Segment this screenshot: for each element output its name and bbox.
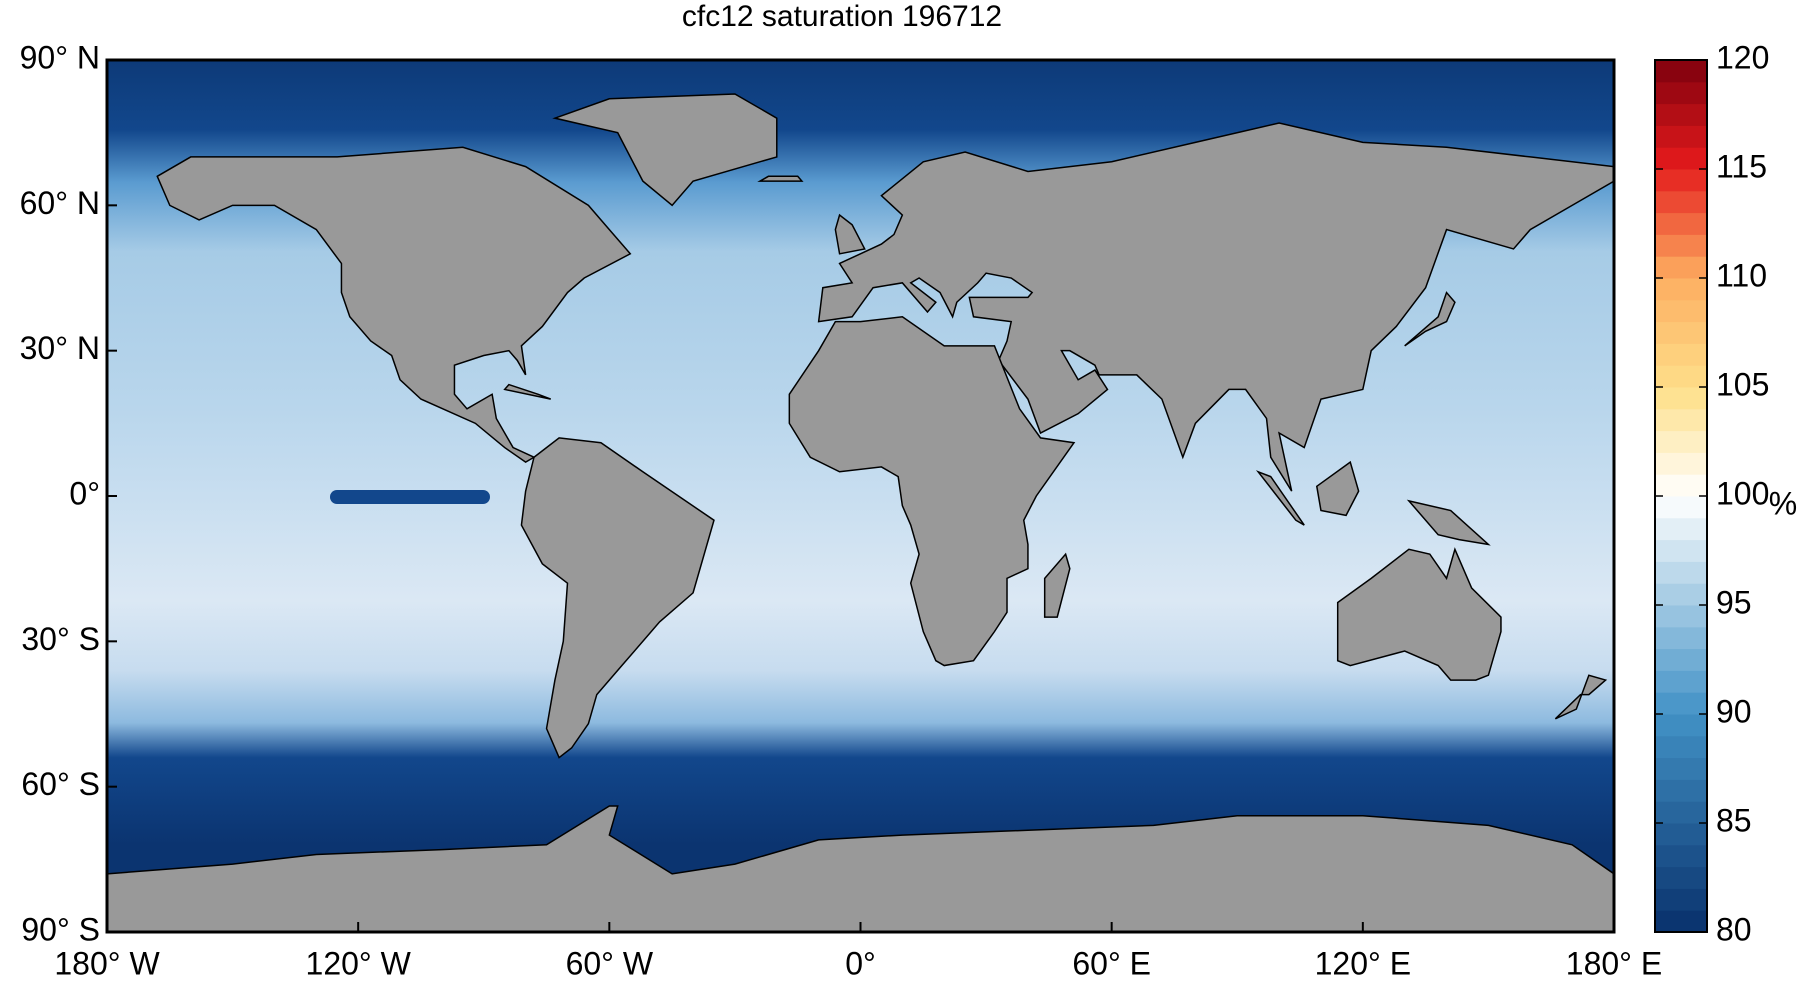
land bbox=[835, 215, 864, 254]
lon-tick-label: 120° E bbox=[1315, 945, 1411, 981]
colorbar-tick-label: 85 bbox=[1716, 802, 1752, 838]
colorbar-band bbox=[1655, 343, 1707, 366]
colorbar-band bbox=[1655, 81, 1707, 105]
colorbar-band bbox=[1655, 234, 1707, 257]
colorbar-band bbox=[1655, 517, 1707, 541]
colorbar-band bbox=[1655, 147, 1707, 170]
land bbox=[1409, 501, 1489, 545]
lon-tick-label: 60° E bbox=[1072, 945, 1151, 981]
land bbox=[1317, 462, 1359, 515]
colorbar-band bbox=[1655, 278, 1707, 301]
colorbar-band bbox=[1655, 103, 1707, 126]
colorbar-band bbox=[1655, 474, 1707, 497]
colorbar-band bbox=[1655, 430, 1707, 453]
lon-tick-label: 0° bbox=[845, 945, 876, 981]
colorbar-label: % bbox=[1769, 485, 1797, 521]
land bbox=[505, 385, 551, 400]
colorbar-band bbox=[1655, 735, 1707, 759]
colorbar-band bbox=[1655, 714, 1707, 737]
colorbar-band bbox=[1655, 299, 1707, 323]
land bbox=[789, 317, 1074, 666]
lon-tick-label: 180° W bbox=[54, 945, 160, 981]
lat-tick-label: 60° N bbox=[20, 185, 100, 221]
land bbox=[555, 94, 777, 205]
lat-tick-label: 90° N bbox=[20, 39, 100, 75]
colorbar-band bbox=[1655, 670, 1707, 693]
colorbar-tick-label: 90 bbox=[1716, 693, 1752, 729]
colorbar-tick-label: 95 bbox=[1716, 584, 1752, 620]
colorbar-band bbox=[1655, 692, 1707, 715]
colorbar-band bbox=[1655, 256, 1707, 279]
colorbar-band bbox=[1655, 365, 1707, 388]
colorbar-band bbox=[1655, 823, 1707, 846]
colorbar-band bbox=[1655, 125, 1707, 148]
land bbox=[1045, 554, 1070, 617]
land bbox=[1258, 472, 1304, 525]
map-area bbox=[107, 60, 1614, 932]
colorbar-band bbox=[1655, 212, 1707, 235]
colorbar-band bbox=[1655, 60, 1707, 83]
land bbox=[521, 438, 714, 758]
colorbar-band bbox=[1655, 496, 1707, 519]
colorbar-band bbox=[1655, 910, 1707, 933]
land bbox=[107, 806, 1614, 932]
map-title: cfc12 saturation 196712 bbox=[682, 0, 1002, 33]
colorbar-band bbox=[1655, 779, 1707, 802]
colorbar-band bbox=[1655, 888, 1707, 911]
lon-tick-label: 120° W bbox=[306, 945, 412, 981]
ocean-feature bbox=[330, 490, 490, 504]
colorbar-band bbox=[1655, 452, 1707, 475]
colorbar-band bbox=[1655, 561, 1707, 584]
colorbar-band bbox=[1655, 169, 1707, 192]
colorbar-tick-label: 115 bbox=[1716, 148, 1767, 184]
colorbar-band bbox=[1655, 757, 1707, 780]
colorbar-tick-label: 120 bbox=[1716, 39, 1769, 75]
colorbar-tick-label: 105 bbox=[1716, 366, 1769, 402]
colorbar-band bbox=[1655, 408, 1707, 432]
colorbar-band bbox=[1655, 648, 1707, 671]
colorbar-tick-label: 100 bbox=[1716, 475, 1769, 511]
land bbox=[157, 147, 630, 462]
land bbox=[1405, 293, 1455, 346]
colorbar-band bbox=[1655, 801, 1707, 824]
colorbar bbox=[1655, 60, 1707, 933]
lat-tick-label: 30° N bbox=[20, 330, 100, 366]
colorbar-tick-label: 80 bbox=[1716, 911, 1752, 947]
lat-tick-label: 30° S bbox=[21, 621, 100, 657]
land bbox=[819, 123, 1614, 491]
lon-tick-label: 180° E bbox=[1566, 945, 1662, 981]
colorbar-band bbox=[1655, 844, 1707, 868]
colorbar-band bbox=[1655, 583, 1707, 606]
colorbar-band bbox=[1655, 387, 1707, 410]
land bbox=[1555, 675, 1605, 719]
colorbar-band bbox=[1655, 539, 1707, 562]
land-masses bbox=[107, 94, 1614, 932]
colorbar-band bbox=[1655, 605, 1707, 628]
colorbar-tick-label: 110 bbox=[1716, 257, 1767, 293]
lat-tick-label: 0° bbox=[69, 475, 100, 511]
colorbar-band bbox=[1655, 321, 1707, 344]
land bbox=[1338, 549, 1501, 680]
colorbar-band bbox=[1655, 866, 1707, 889]
lat-tick-label: 90° S bbox=[21, 911, 100, 947]
colorbar-band bbox=[1655, 626, 1707, 650]
colorbar-band bbox=[1655, 190, 1707, 214]
lat-tick-label: 60° S bbox=[21, 766, 100, 802]
land bbox=[760, 176, 802, 181]
lon-tick-label: 60° W bbox=[566, 945, 654, 981]
